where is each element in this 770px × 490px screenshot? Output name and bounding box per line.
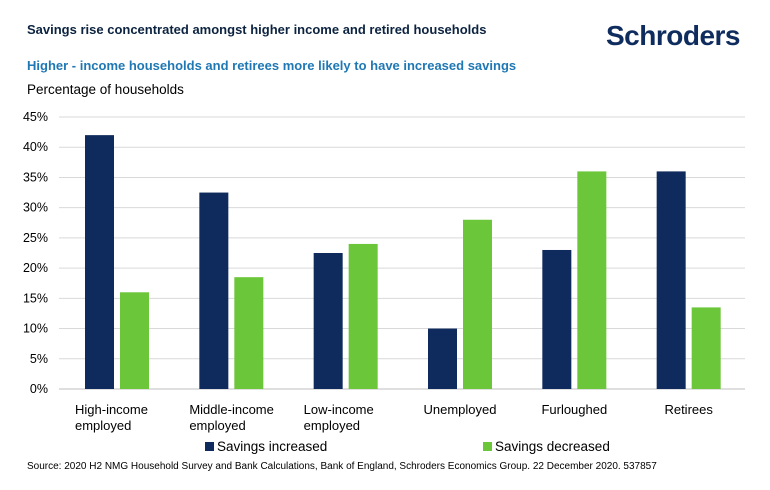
y-tick-label: 30%	[23, 201, 48, 215]
bar-savings-increased	[313, 253, 343, 389]
bar-savings-decreased	[691, 307, 721, 389]
bar-savings-increased	[428, 328, 457, 389]
bar-savings-increased	[542, 249, 572, 389]
source-note: Source: 2020 H2 NMG Household Survey and…	[27, 461, 657, 472]
y-tick-label: 45%	[23, 110, 48, 124]
y-tick-label: 0%	[30, 382, 48, 396]
legend-swatch	[483, 442, 492, 451]
bar-savings-decreased	[120, 292, 149, 389]
bar-savings-decreased	[463, 219, 492, 389]
category-labels: High-income employed Middle-income employed…	[75, 402, 713, 433]
category-label: Retirees	[664, 402, 713, 417]
chart-title: Savings rise concentrated amongst higher…	[27, 22, 487, 37]
y-tick-label: 5%	[30, 352, 48, 366]
y-tick-label: 25%	[23, 231, 48, 245]
category-label: High-income employed	[75, 402, 148, 433]
y-tick-label: 40%	[23, 140, 48, 154]
bar-savings-increased	[85, 135, 114, 389]
legend: Savings increased Savings decreased	[205, 439, 610, 454]
category-label: Furloughed	[541, 402, 607, 417]
category-label: Middle-income employed	[189, 402, 274, 433]
category-label: Low-income employed	[304, 402, 374, 433]
y-tick-label: 35%	[23, 170, 48, 184]
category-label: Unemployed	[424, 402, 497, 417]
bar-savings-decreased	[234, 277, 264, 389]
schroders-logo: Schroders	[606, 20, 741, 51]
y-tick-labels: 0% 5% 10% 15% 20% 25% 30% 35% 40% 45%	[23, 110, 48, 396]
chart-subtitle: Higher - income households and retirees …	[27, 58, 517, 73]
y-axis-label: Percentage of households	[27, 82, 184, 97]
y-tick-label: 15%	[23, 291, 48, 305]
legend-label: Savings increased	[217, 439, 327, 454]
bars	[85, 135, 721, 389]
y-tick-label: 10%	[23, 322, 48, 336]
gridlines	[59, 116, 745, 390]
y-tick-label: 20%	[23, 261, 48, 275]
bar-savings-decreased	[577, 171, 607, 389]
legend-swatch	[205, 442, 214, 451]
bar-savings-decreased	[348, 243, 378, 389]
bar-savings-increased	[199, 192, 229, 389]
bar-savings-increased	[656, 171, 686, 389]
legend-label: Savings decreased	[495, 439, 610, 454]
